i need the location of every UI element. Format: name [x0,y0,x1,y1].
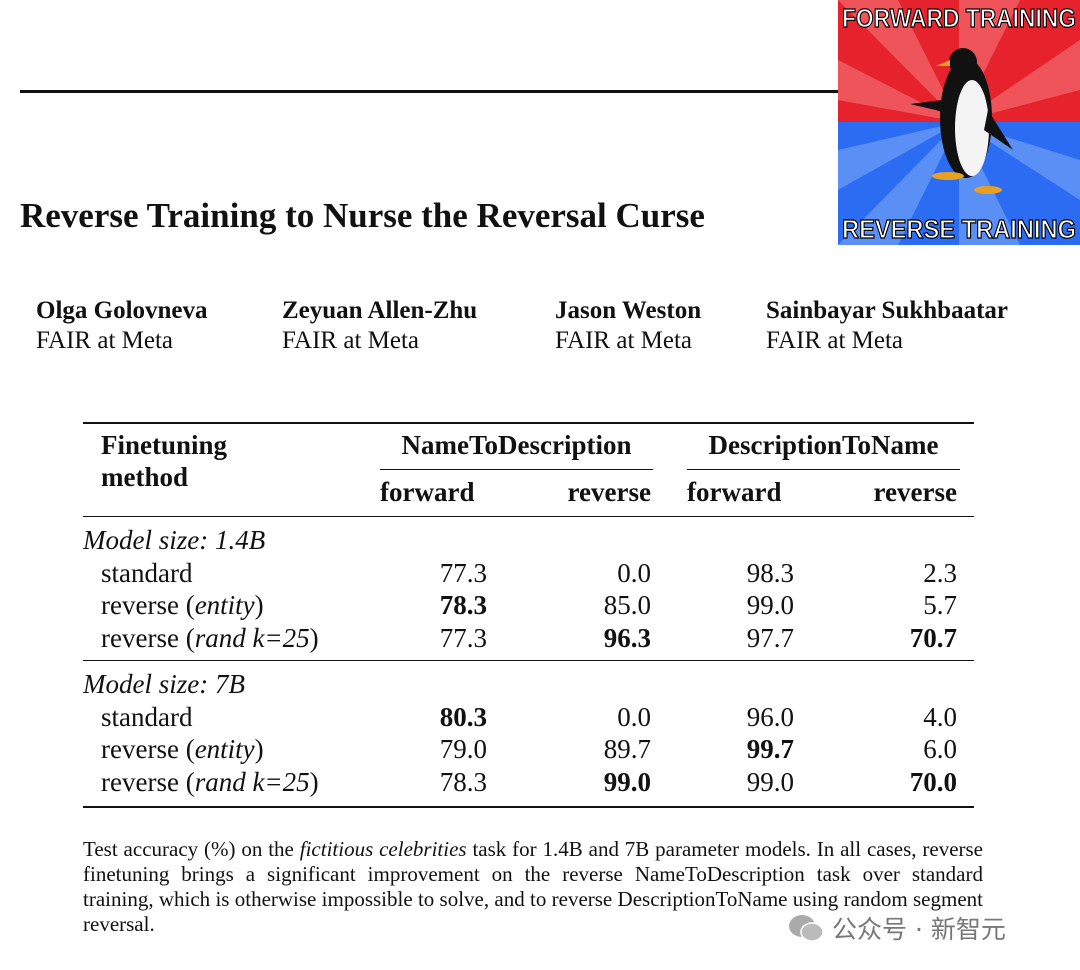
table-cell: 0.0 [617,557,651,588]
table-caption: Test accuracy (%) on the fictitious cele… [83,837,983,937]
caption-part: Test accuracy (%) on the [83,837,300,861]
watermark-text: 公众号 · 新智元 [832,915,1006,944]
wechat-icon [789,915,824,942]
author-name: Zeyuan Allen-Zhu [282,297,478,324]
table-cell: 98.3 [746,557,794,588]
author-affiliation: FAIR at Meta [766,327,904,354]
table-cell: 4.0 [923,701,957,732]
group-header: DescriptionToName [708,430,939,460]
table-cell: 96.0 [746,701,794,732]
author-affiliation: FAIR at Meta [555,327,693,354]
table-rule [83,422,974,424]
author-name: Olga Golovneva [36,297,208,324]
caption-part: fictitious celebrities [299,837,467,861]
method-part: rand k=25 [194,622,310,653]
table-cell: 96.3 [603,622,651,653]
table-rule [83,660,974,661]
author-name: Sainbayar Sukhbaatar [766,297,1008,324]
table-cell: 70.0 [909,766,957,797]
section-label: Model size: 7B [83,669,245,699]
section-label: Model size: 1.4B [83,525,266,555]
method-part: entity [194,734,255,764]
author-affiliation: FAIR at Meta [282,327,420,354]
sub-header: reverse [567,477,651,507]
method-part: ) [254,734,264,764]
sub-header: reverse [873,477,957,507]
method-part: reverse ( [101,622,195,653]
table-cell: 5.7 [923,590,957,620]
method-part: standard [101,557,193,588]
method-part: ) [309,622,319,653]
method-header: method [101,462,188,492]
method-header: Finetuning [101,430,228,460]
meme-image: FORWARD TRAINING REVERSE TRAINING [838,0,1080,245]
method-part: ) [254,590,264,620]
sub-header: forward [687,477,782,507]
method-label: standard [101,557,192,589]
watermark: 公众号 · 新智元 [788,910,1006,946]
table-cell: 99.0 [746,766,794,797]
method-label: reverse (entity) [101,733,264,765]
sub-header: forward [380,477,475,507]
table-cell: 77.3 [439,622,487,653]
table-cell: 77.3 [439,557,487,588]
table-rule [83,806,974,808]
table-cell: 2.3 [923,557,957,588]
method-part: reverse ( [101,766,195,797]
table-cell: 70.7 [909,622,957,653]
table-cell: 85.0 [603,590,651,620]
method-part: rand k=25 [194,766,310,797]
method-part: reverse ( [101,590,195,620]
method-part: reverse ( [101,734,195,764]
table-cell: 99.0 [603,766,651,797]
author-affiliation: FAIR at Meta [36,327,174,354]
table-cell: 0.0 [617,701,651,732]
table-cell: 99.0 [746,590,794,620]
table-cell: 78.3 [439,590,487,620]
paper-title: Reverse Training to Nurse the Reversal C… [20,196,705,235]
method-label: standard [101,701,192,733]
caption-part: task for 1.4B and 7B parameter models. I… [83,837,984,936]
table-cell: 79.0 [439,734,487,764]
method-label: reverse (rand k=25) [101,622,319,654]
group-header: NameToDescription [401,430,632,460]
top-rule [20,90,838,93]
method-part: standard [101,701,193,732]
table-rule [380,469,653,470]
method-part: entity [194,590,255,620]
table-rule [687,469,960,470]
table-rule [83,516,974,517]
meme-bottom-text: REVERSE TRAINING [842,214,1076,244]
table-cell: 89.7 [603,734,651,764]
author-name: Jason Weston [555,297,702,324]
method-label: reverse (entity) [101,589,264,621]
table-cell: 99.7 [746,734,794,764]
method-label: reverse (rand k=25) [101,766,319,798]
table-cell: 80.3 [439,701,487,732]
table-cell: 97.7 [746,622,794,653]
meme-top-text: FORWARD TRAINING [842,3,1076,33]
method-part: ) [309,766,319,797]
table-cell: 6.0 [923,734,957,764]
table-cell: 78.3 [439,766,487,797]
